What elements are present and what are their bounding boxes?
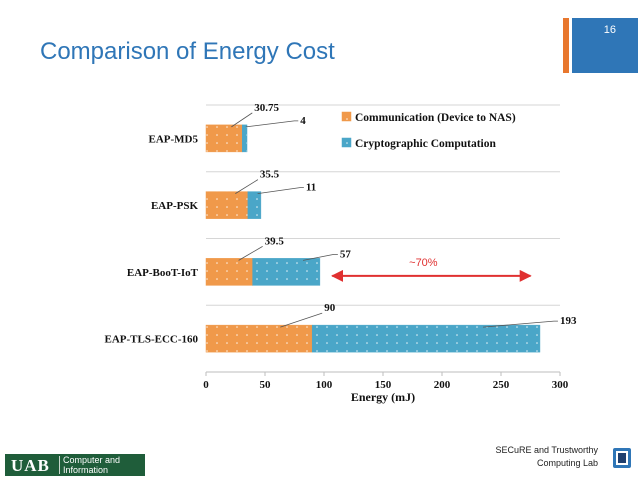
logo-divider: [59, 456, 60, 474]
bar-cryptographic-eap-psk: [247, 191, 262, 219]
data-label-cryptographic: 193: [560, 315, 577, 327]
leader-line: [235, 179, 259, 194]
leader-line: [238, 246, 263, 261]
bars-layer: [205, 124, 541, 353]
x-tick-label: 150: [375, 379, 392, 391]
labels-layer: EAP-MD5 EAP-PSK EAP-BooT-IoT EAP-TLS-ECC-16…: [104, 102, 576, 346]
logo-text-line2: Information Sciences: [63, 465, 109, 485]
lab-name: SECuRE and Trustworthy Computing Lab: [495, 444, 598, 470]
axis-layer: 0 50 100 150 200 250 300 Energy (mJ): [203, 371, 569, 404]
category-label: EAP-BooT-IoT: [127, 267, 199, 279]
data-label-cryptographic: 4: [300, 115, 306, 127]
bar-communication-eap-md5: [205, 124, 243, 153]
bar-communication-eap-tls-ecc-160: [205, 324, 313, 353]
x-tick-label: 100: [316, 379, 333, 391]
legend-swatch-cryptographic: [341, 137, 352, 148]
x-tick-label: 300: [552, 379, 569, 391]
x-tick-label: 200: [434, 379, 451, 391]
lab-name-line2: Computing Lab: [536, 458, 598, 468]
bar-communication-eap-psk: [205, 191, 249, 219]
data-label-cryptographic: 57: [340, 248, 352, 260]
x-tick-label: 250: [493, 379, 510, 391]
lab-name-line1: SECuRE and Trustworthy: [495, 445, 598, 455]
leader-line: [280, 312, 323, 328]
x-tick-label: 50: [260, 379, 272, 391]
category-label: EAP-TLS-ECC-160: [104, 334, 198, 346]
x-axis-label: Energy (mJ): [351, 390, 415, 404]
lab-logo-icon: [613, 448, 631, 468]
legend-layer: Communication (Device to NAS) Cryptograph…: [341, 111, 516, 150]
legend-label: Communication (Device to NAS): [355, 112, 516, 124]
bar-cryptographic-eap-md5: [242, 124, 248, 153]
data-label-communication: 30.75: [254, 102, 279, 114]
annotation-layer: ~70%: [331, 257, 532, 282]
leader-line: [302, 253, 338, 261]
data-label-communication: 39.5: [265, 235, 285, 247]
slide-title: Comparison of Energy Cost: [40, 38, 335, 65]
bar-communication-eap-boot-iot: [205, 258, 253, 286]
bar-cryptographic-eap-boot-iot: [252, 258, 321, 286]
chart-svg: EAP-MD5 EAP-PSK EAP-BooT-IoT EAP-TLS-ECC-16…: [104, 102, 576, 404]
category-label: EAP-PSK: [151, 200, 199, 212]
legend-label: Cryptographic Computation: [355, 138, 496, 150]
data-label-communication: 35.5: [260, 169, 280, 181]
category-label: EAP-MD5: [149, 133, 199, 145]
leader-line: [257, 187, 304, 195]
energy-chart: EAP-MD5 EAP-PSK EAP-BooT-IoT EAP-TLS-ECC-16…: [74, 100, 584, 412]
title-accent-bar: [563, 18, 569, 73]
logo-mark: UAB: [11, 456, 50, 475]
uab-logo: UAB Computer and Information Sciences: [5, 454, 145, 485]
bar-cryptographic-eap-tls-ecc-160: [311, 324, 541, 353]
page-number-box: 16: [572, 18, 638, 73]
leader-line: [482, 320, 558, 328]
data-label-communication: 90: [324, 302, 336, 314]
legend-swatch-communication: [341, 111, 352, 122]
leader-line: [231, 112, 253, 128]
leader-line: [245, 120, 299, 128]
x-tick-label: 0: [203, 379, 209, 391]
data-label-cryptographic: 11: [306, 182, 316, 194]
page-number: 16: [603, 24, 616, 36]
logo-text-line1: Computer and: [63, 455, 121, 465]
annotation-label: ~70%: [409, 257, 438, 269]
